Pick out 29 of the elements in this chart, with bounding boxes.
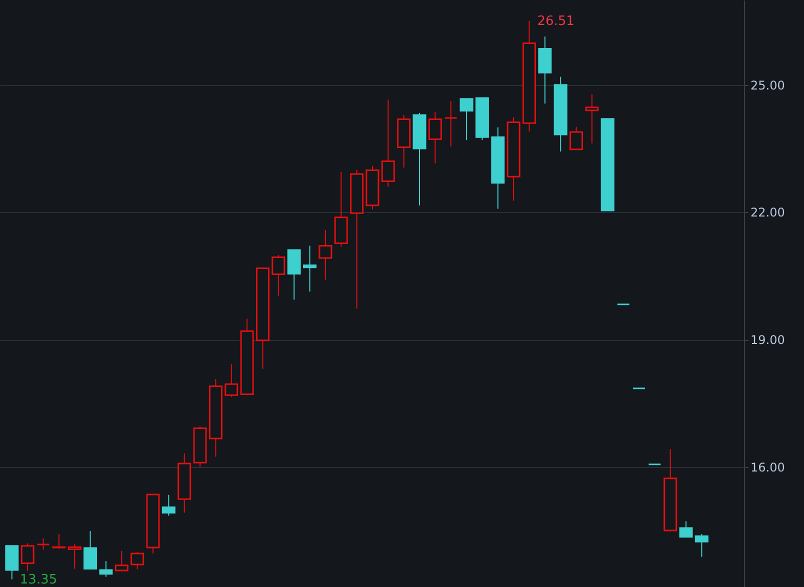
candlestick: [272, 254, 286, 296]
candlestick: [318, 230, 332, 280]
candlestick: [224, 364, 238, 398]
candlestick: [303, 245, 317, 292]
candlestick: [114, 550, 128, 572]
candlestick: [20, 542, 34, 572]
candlestick: [585, 94, 599, 144]
candlestick: [428, 112, 442, 164]
candlestick: [694, 533, 708, 558]
candlestick: [679, 520, 693, 538]
annotation: 13.35: [20, 572, 58, 587]
candlestick: [52, 533, 66, 550]
candlestick: [130, 552, 144, 570]
candlestick: [84, 530, 98, 570]
candlestick: [36, 538, 50, 550]
y-tick-label: 19.00: [750, 333, 785, 348]
y-tick-label: 25.00: [750, 78, 785, 92]
candlestick: [68, 544, 82, 570]
candlestick: [538, 36, 552, 104]
candlestick: [381, 99, 395, 188]
candlestick: [570, 126, 584, 150]
candlestick: [162, 494, 176, 516]
candlestick: [99, 560, 113, 578]
y-tick-label: 22.00: [750, 206, 785, 220]
candlestick: [287, 249, 301, 300]
candlestick: [460, 98, 474, 141]
annotation: 26.51: [537, 14, 574, 29]
candlestick: [444, 100, 458, 147]
y-tick-label: 16.00: [750, 460, 785, 474]
